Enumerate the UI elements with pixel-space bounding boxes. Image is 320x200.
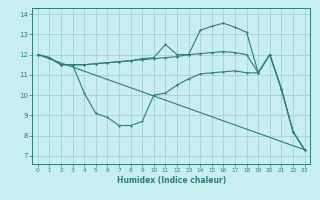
X-axis label: Humidex (Indice chaleur): Humidex (Indice chaleur)	[116, 176, 226, 185]
